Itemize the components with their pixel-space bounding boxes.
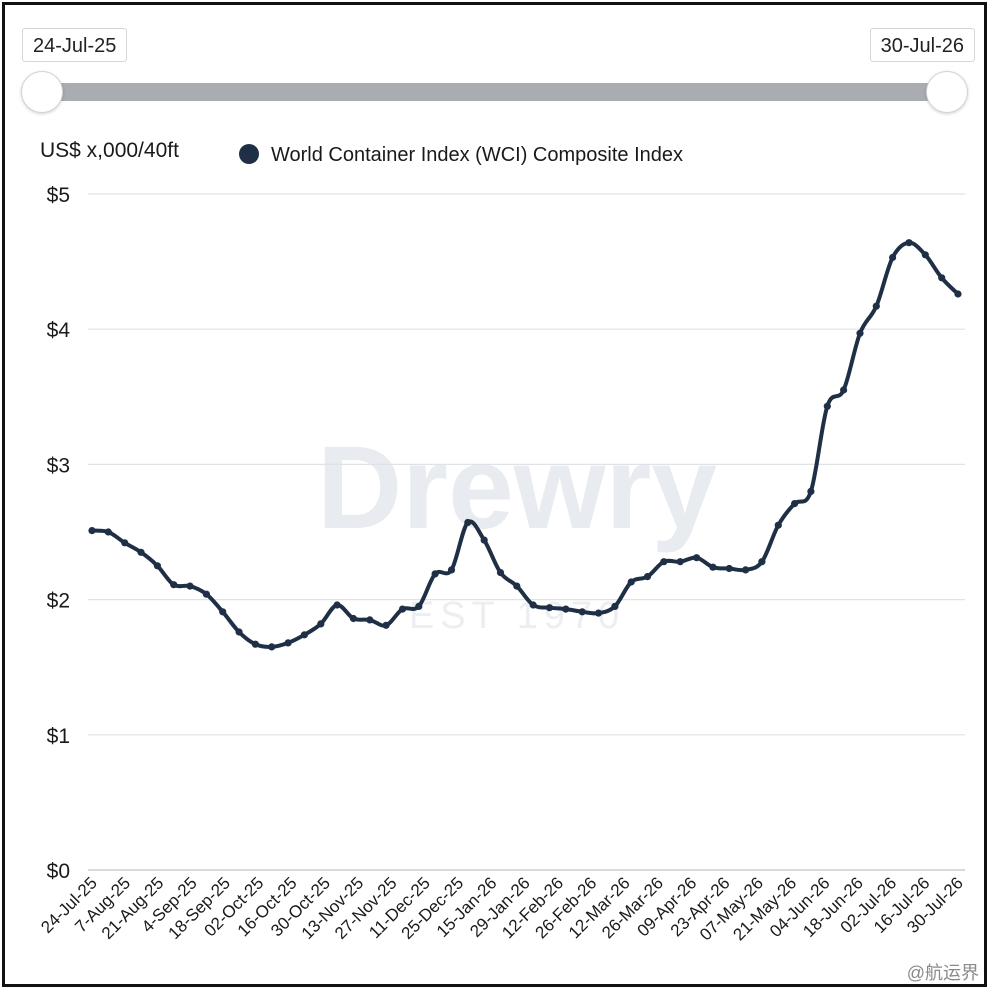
data-point[interactable] xyxy=(121,539,129,547)
data-point[interactable] xyxy=(807,487,815,495)
legend-marker xyxy=(239,144,259,164)
data-point[interactable] xyxy=(660,558,668,566)
data-point[interactable] xyxy=(137,548,145,556)
data-point[interactable] xyxy=(856,329,864,337)
watermark-tagline: EST 1970 xyxy=(409,595,625,637)
range-slider-start-handle[interactable] xyxy=(21,71,63,113)
data-point[interactable] xyxy=(921,251,929,259)
y-tick-label: $4 xyxy=(47,319,71,342)
data-point[interactable] xyxy=(464,518,472,527)
y-tick-label: $2 xyxy=(47,590,70,613)
data-point[interactable] xyxy=(251,640,259,648)
range-start-label: 24-Jul-25 xyxy=(22,28,128,62)
data-point[interactable] xyxy=(349,614,357,623)
range-slider-track[interactable] xyxy=(40,83,950,101)
data-point[interactable] xyxy=(170,581,178,589)
data-point[interactable] xyxy=(235,628,243,636)
legend-label: World Container Index (WCI) Composite In… xyxy=(271,144,683,166)
data-point[interactable] xyxy=(431,570,439,578)
data-point[interactable] xyxy=(562,605,570,613)
data-point[interactable] xyxy=(300,631,308,639)
y-tick-label: $5 xyxy=(47,184,70,207)
data-point[interactable] xyxy=(872,302,880,310)
data-point[interactable] xyxy=(333,601,341,609)
data-point[interactable] xyxy=(480,536,488,544)
data-point[interactable] xyxy=(954,290,962,298)
y-tick-label: $0 xyxy=(47,860,70,883)
data-point[interactable] xyxy=(529,601,537,609)
data-point[interactable] xyxy=(693,554,701,562)
data-point[interactable] xyxy=(284,639,292,647)
data-point[interactable] xyxy=(938,274,946,282)
data-point[interactable] xyxy=(88,527,96,535)
x-axis-tick-labels: 24-Jul-257-Aug-2521-Aug-254-Sep-2518-Sep… xyxy=(37,873,967,944)
footer-watermark: @航运界 xyxy=(906,963,979,983)
data-point[interactable] xyxy=(742,566,750,574)
data-point[interactable] xyxy=(268,643,276,651)
data-point[interactable] xyxy=(104,528,112,536)
data-point[interactable] xyxy=(676,558,684,566)
data-point[interactable] xyxy=(611,602,619,611)
y-tick-label: $1 xyxy=(47,725,70,748)
data-point[interactable] xyxy=(889,253,897,262)
data-point[interactable] xyxy=(366,616,374,624)
range-slider-end-handle[interactable] xyxy=(926,71,968,113)
data-point[interactable] xyxy=(594,609,603,617)
range-end-label: 30-Jul-26 xyxy=(869,28,975,62)
data-point[interactable] xyxy=(709,563,717,571)
data-point[interactable] xyxy=(905,239,913,247)
y-axis-unit-label: US$ x,000/40ft xyxy=(40,139,179,162)
data-point[interactable] xyxy=(496,569,505,577)
y-tick-label: $3 xyxy=(47,454,70,477)
data-point[interactable] xyxy=(627,578,635,586)
data-point[interactable] xyxy=(447,566,456,574)
data-point[interactable] xyxy=(791,500,799,508)
data-point[interactable] xyxy=(513,582,521,590)
drewry-watermark: Drewry EST 1970 xyxy=(317,422,717,637)
data-point[interactable] xyxy=(202,590,210,598)
legend[interactable]: World Container Index (WCI) Composite In… xyxy=(239,144,683,166)
data-point[interactable] xyxy=(774,521,782,529)
data-point[interactable] xyxy=(186,582,194,590)
data-point[interactable] xyxy=(823,402,831,410)
data-point[interactable] xyxy=(545,604,554,612)
data-point[interactable] xyxy=(415,602,423,611)
data-point[interactable] xyxy=(317,620,325,628)
y-axis-tick-labels: $0 $1 $2 $3 $4 $5 xyxy=(47,184,71,883)
gridlines xyxy=(88,193,965,871)
data-point[interactable] xyxy=(398,605,407,613)
data-point[interactable] xyxy=(153,562,161,570)
watermark-brand: Drewry xyxy=(317,422,717,554)
data-point[interactable] xyxy=(725,564,733,573)
data-point[interactable] xyxy=(758,558,766,566)
data-point[interactable] xyxy=(578,608,586,616)
data-point[interactable] xyxy=(643,573,652,581)
data-point[interactable] xyxy=(382,621,390,629)
data-point[interactable] xyxy=(840,386,848,394)
data-point[interactable] xyxy=(219,608,227,616)
series-wci xyxy=(88,239,962,651)
